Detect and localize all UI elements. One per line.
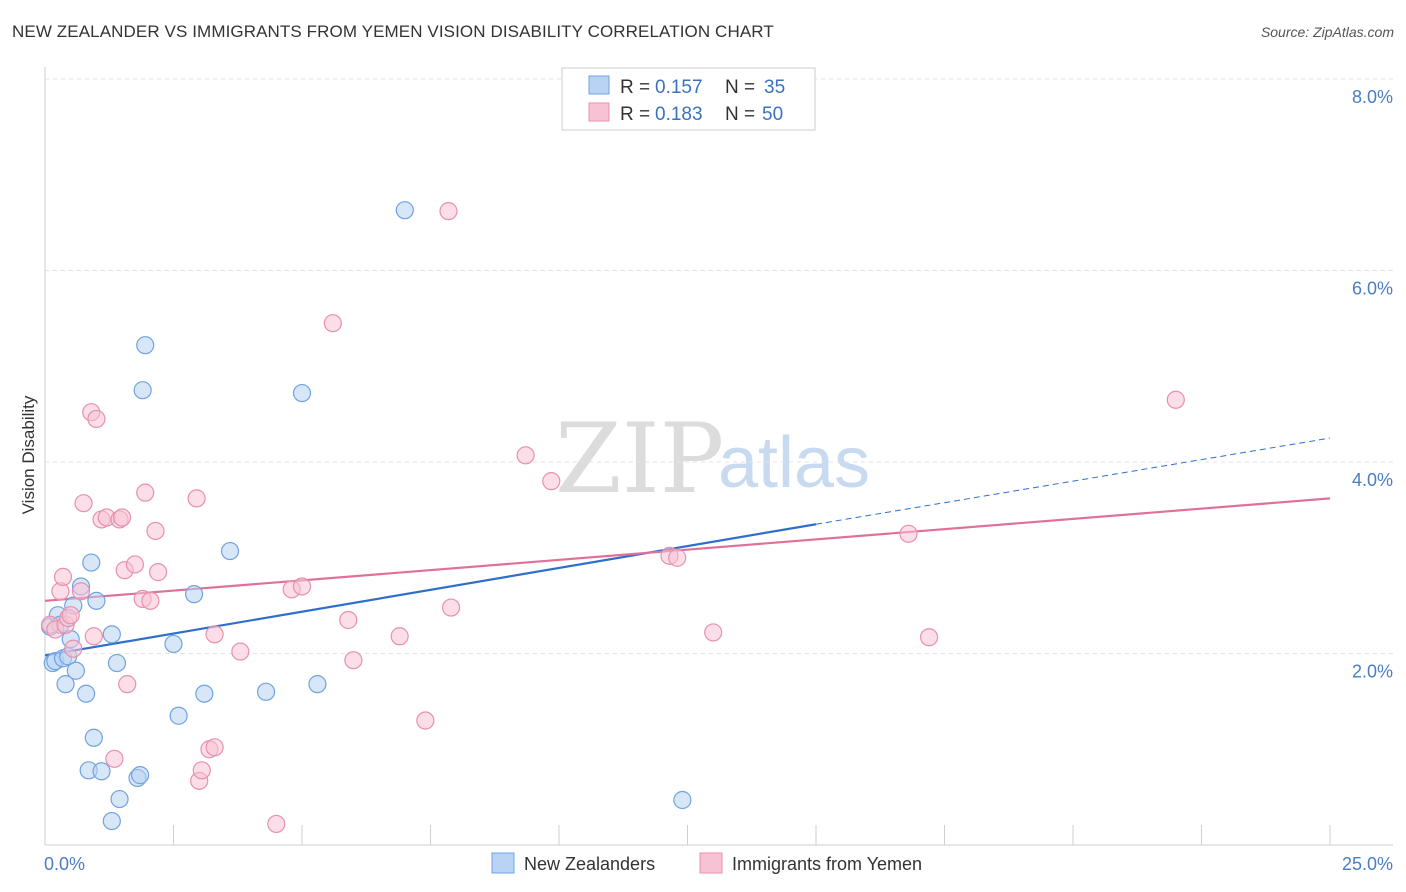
legend-r-value-1: 0.157	[655, 77, 703, 98]
point-s1-23	[141, 591, 160, 610]
point-s0-34	[395, 201, 414, 220]
point-s0-12	[77, 684, 96, 703]
legend-r-label-1: R =	[620, 77, 650, 98]
legend-r-value-2: 0.183	[655, 104, 703, 125]
legend-swatch-immigrants-yemen	[588, 102, 610, 122]
point-s0-29	[195, 684, 214, 703]
point-s1-25	[148, 563, 168, 582]
legend-r-label-2: R =	[620, 104, 650, 125]
point-s0-6	[56, 675, 75, 694]
point-s1-39	[390, 627, 409, 646]
x-tick-label-left: 0.0%	[44, 854, 85, 874]
trend-line-1	[44, 497, 1331, 602]
series-legend: New Zealanders Immigrants from Yemen	[491, 852, 922, 874]
point-s1-33	[267, 814, 286, 834]
point-s0-26	[164, 634, 183, 654]
point-s1-35	[292, 577, 312, 596]
point-s0-28	[184, 585, 204, 604]
point-s1-42	[441, 598, 461, 617]
y-axis-label: Vision Disability	[19, 395, 38, 514]
point-s0-35	[673, 790, 692, 810]
legend-n-label-1: N =	[725, 77, 755, 98]
point-s1-37	[339, 610, 358, 630]
gridlines	[45, 78, 1393, 654]
data-points	[41, 201, 1185, 834]
trend-line-extension-0	[815, 437, 1331, 525]
legend-n-value-1: 35	[764, 77, 785, 98]
point-s1-12	[87, 409, 106, 429]
point-s1-50	[1166, 390, 1185, 409]
point-s0-21	[102, 811, 121, 831]
point-s1-32	[231, 642, 250, 661]
point-s0-23	[130, 766, 150, 785]
point-s1-44	[542, 472, 561, 491]
source-label: Source: ZipAtlas.com	[1260, 24, 1394, 40]
watermark-atlas: atlas	[718, 423, 870, 503]
point-s0-18	[102, 625, 121, 644]
point-s1-11	[84, 627, 103, 646]
y-tick-label-0: 2.0%	[1352, 662, 1393, 682]
point-s1-24	[146, 521, 165, 541]
y-tick-label-3: 8.0%	[1352, 87, 1393, 107]
axes	[44, 67, 1393, 846]
point-s1-8	[71, 582, 91, 601]
point-s1-19	[118, 675, 137, 694]
point-s0-31	[256, 682, 276, 701]
point-s1-41	[439, 202, 458, 221]
bottom-legend-label-2: Immigrants from Yemen	[732, 854, 922, 874]
point-s1-9	[74, 494, 93, 513]
point-s1-31	[205, 625, 224, 644]
chart-title: NEW ZEALANDER VS IMMIGRANTS FROM YEMEN V…	[12, 22, 774, 41]
point-s0-25	[136, 336, 155, 355]
point-s1-7	[64, 639, 83, 658]
y-tick-label-1: 4.0%	[1352, 470, 1393, 490]
point-s1-20	[125, 555, 145, 574]
point-s1-36	[323, 314, 342, 333]
y-tick-labels: 2.0% 4.0% 6.0% 8.0%	[1352, 87, 1393, 682]
y-tick-label-2: 6.0%	[1352, 279, 1393, 299]
stats-legend: R = 0.157 N = 35 R = 0.183 N = 50	[561, 67, 816, 131]
point-s0-27	[169, 706, 188, 725]
point-s1-6	[61, 606, 80, 625]
bottom-legend-label-1: New Zealanders	[524, 854, 655, 874]
point-s1-22	[136, 483, 155, 502]
legend-swatch-new-zealanders	[588, 75, 610, 95]
point-s1-38	[344, 651, 363, 670]
point-s0-32	[292, 383, 312, 403]
point-s1-47	[704, 623, 723, 642]
trend-line-0	[44, 523, 817, 657]
point-s0-17	[92, 762, 111, 781]
point-s1-40	[416, 711, 435, 730]
x-tick-label-right: 25.0%	[1342, 854, 1393, 874]
point-s0-33	[308, 675, 327, 694]
point-s0-16	[87, 591, 106, 610]
point-s1-26	[187, 489, 206, 508]
point-s1-28	[192, 761, 211, 780]
point-s1-49	[919, 628, 939, 647]
point-s0-20	[110, 789, 129, 809]
bottom-legend-swatch-1	[491, 852, 515, 874]
point-s1-30	[205, 738, 224, 757]
watermark-zip: ZIP	[555, 403, 724, 515]
trend-lines	[44, 437, 1331, 657]
point-s0-14	[82, 553, 101, 572]
point-s0-10	[66, 661, 85, 680]
point-s1-46	[668, 548, 687, 567]
point-s1-15	[105, 749, 124, 768]
point-s0-30	[220, 541, 240, 561]
legend-n-label-2: N =	[725, 104, 755, 125]
point-s0-24	[133, 381, 152, 400]
legend-n-value-2: 50	[762, 104, 783, 125]
point-s1-48	[899, 524, 918, 543]
bottom-legend-swatch-2	[699, 852, 723, 874]
point-s1-17	[112, 508, 132, 527]
point-s1-3	[53, 567, 73, 587]
point-s0-15	[84, 728, 103, 747]
point-s1-43	[516, 446, 535, 465]
point-s0-19	[107, 653, 127, 673]
